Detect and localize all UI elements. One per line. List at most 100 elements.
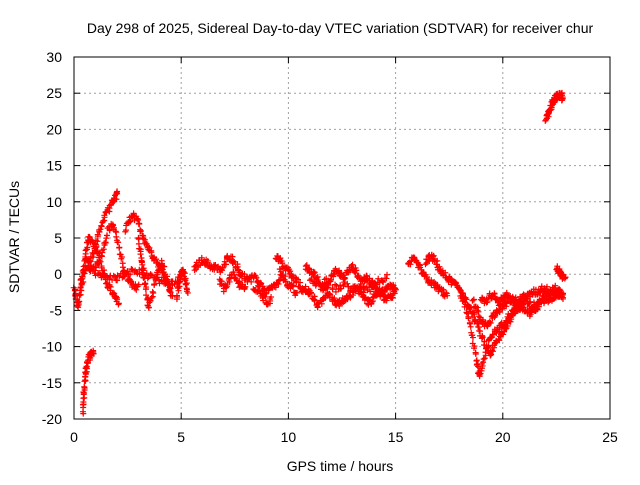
data-point [260,297,267,304]
data-point [562,274,569,281]
data-point [375,287,382,294]
data-point [491,344,498,351]
data-point [477,370,484,377]
y-tick-label: 25 [46,85,62,101]
data-point [120,273,127,280]
data-point [552,282,559,289]
y-tick-label: -15 [42,375,62,391]
data-point [158,257,165,264]
axis-ticks: 0 5 10 15 20 25 -20 -15 -10 -5 0 5 10 15 20 25 30 [42,49,618,445]
x-tick-label: 0 [70,429,78,445]
data-point [115,300,122,307]
x-axis-label: GPS time / hours [287,458,394,474]
data-point [102,239,109,246]
data-point [477,314,484,321]
data-point [488,351,495,358]
data-point [470,296,477,303]
data-point [268,294,275,301]
data-point [379,290,386,297]
data-point [220,288,227,295]
data-point [487,320,494,327]
x-tick-label: 20 [495,429,511,445]
data-point [463,309,470,316]
data-point [236,279,243,286]
data-point [253,274,260,281]
data-point [470,345,477,352]
data-point [471,311,478,318]
y-tick-label: 10 [46,194,62,210]
data-point [538,299,545,306]
data-point [379,290,386,297]
data-point [318,300,325,307]
data-point [467,320,474,327]
data-point [113,293,119,300]
data-point [103,280,110,287]
data-point [255,282,262,289]
data-point [524,295,531,302]
data-point [100,246,107,253]
data-point [307,290,314,297]
data-point [495,302,502,309]
data-point [267,297,274,304]
data-point [282,278,289,285]
data-point [221,258,228,265]
data-point [422,261,429,268]
data-point [484,298,491,305]
data-point [147,298,154,305]
data-point [555,286,562,293]
data-point [336,267,343,274]
data-point [164,276,171,283]
data-point [151,282,158,289]
data-point [469,334,476,341]
data-point [94,238,101,245]
y-tick-label: 15 [46,158,62,174]
data-point [287,268,294,275]
data-point [509,294,516,301]
data-point [140,267,147,274]
data-point [183,286,190,293]
data-point [137,226,144,233]
y-tick-label: -10 [42,339,62,355]
data-point [142,285,149,292]
data-point [278,257,285,264]
data-point [443,290,450,297]
data-points [70,89,569,417]
data-point [333,302,340,309]
data-point [77,276,84,283]
data-point [367,288,374,295]
data-point [479,334,486,341]
data-point [184,289,191,296]
data-point [241,284,248,291]
data-point [504,292,511,299]
data-point [302,263,309,270]
data-point [138,259,145,266]
data-point [103,235,110,242]
data-point [559,96,566,103]
data-point [137,248,144,255]
data-point [144,275,151,282]
y-axis-label: SDTVAR / TECUs [6,181,22,293]
data-point [310,296,317,303]
data-point [135,281,142,288]
data-point [74,303,81,310]
data-point [282,273,289,280]
data-point [113,233,120,240]
data-point [407,261,414,268]
data-point [388,294,395,301]
data-point [472,349,479,356]
data-point [106,275,113,282]
data-point [96,259,103,266]
data-point [349,261,356,268]
data-point [416,261,423,268]
data-point [81,270,88,277]
y-tick-label: 0 [54,266,62,282]
data-point [289,283,296,290]
data-point [230,257,237,264]
data-point [344,280,351,287]
y-tick-label: 20 [46,121,62,137]
data-point [107,283,114,290]
data-point [302,283,309,290]
data-point [242,283,249,290]
data-point [222,261,229,268]
